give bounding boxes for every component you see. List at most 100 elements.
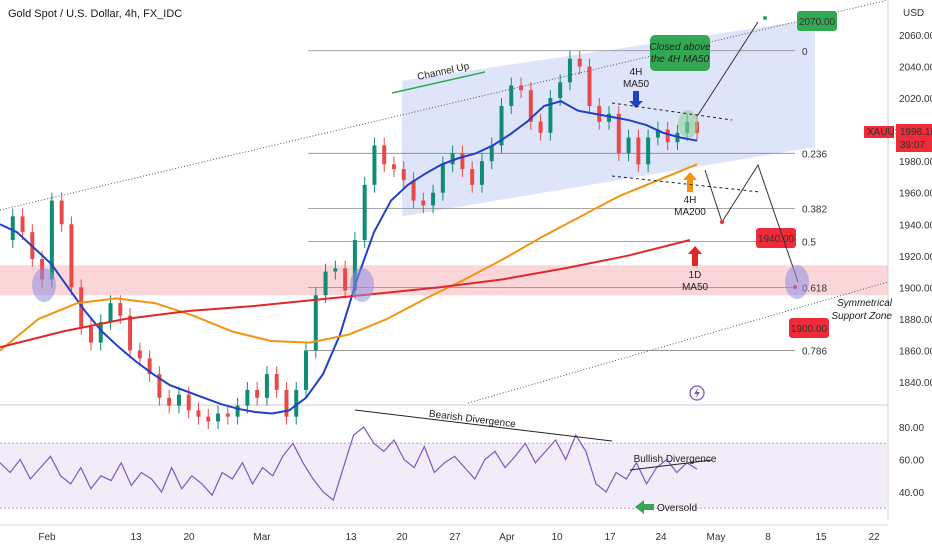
candle-body (304, 350, 309, 390)
candle-body (186, 394, 191, 411)
fib-level-label: 0.5 (802, 238, 816, 249)
bullish-projection-path (697, 21, 759, 116)
rsi-tick-label: 60.00 (899, 456, 924, 467)
candle-body (431, 192, 436, 206)
price-badge (896, 124, 932, 152)
candle-body (528, 90, 533, 122)
fib-level-label: 0.236 (802, 149, 827, 160)
candle-body (470, 169, 475, 185)
candle-body (655, 129, 660, 138)
candle-body (196, 410, 201, 417)
candle-body (274, 374, 279, 390)
candle-body (567, 58, 572, 83)
candle-body (264, 374, 269, 398)
fib-level-label: 0.618 (802, 283, 827, 294)
candle-body (479, 161, 484, 185)
candle-body (20, 216, 25, 233)
time-tick-label: May (707, 532, 726, 543)
rsi-band (0, 443, 888, 509)
price-tick-label: 1840.00 (899, 378, 932, 389)
price-tick-label: 1860.00 (899, 346, 932, 357)
candle-body (69, 224, 74, 288)
candle-body (147, 358, 152, 375)
price-tick-label: 2060.00 (899, 31, 932, 42)
candle-body (157, 374, 162, 398)
candle-body (284, 389, 289, 417)
ma50-4h-arrow (629, 91, 643, 108)
oversold-label: Oversold (657, 503, 697, 514)
candle-body (59, 200, 64, 225)
candle-body (450, 153, 455, 165)
ma200-4h-label-top: 4H (684, 195, 697, 206)
candle-body (333, 268, 338, 272)
triangle-top-line (611, 102, 733, 121)
target-1940-dot (720, 220, 724, 224)
lightning-icon-bolt (694, 388, 700, 398)
support-zone-label-line2: Support Zone (831, 311, 892, 322)
candle-body (665, 129, 670, 143)
triangle-bottom-line (611, 175, 761, 193)
rsi-line (0, 426, 698, 502)
breakout-marker (678, 110, 698, 138)
support-touch-marker (785, 265, 809, 299)
candle-body (98, 322, 103, 343)
time-tick-label: 20 (396, 532, 408, 543)
rsi-tick-label: 80.00 (899, 423, 924, 434)
candle-body (245, 389, 250, 406)
support-zone-band (0, 265, 888, 296)
fib-level-label: 0.786 (802, 346, 827, 357)
candle-body (206, 416, 211, 422)
ma50-1d-label-bottom: MA50 (682, 282, 709, 293)
candle-body (88, 326, 93, 343)
time-tick-label: 13 (130, 532, 142, 543)
candle-body (558, 82, 563, 99)
candle-body (421, 200, 426, 206)
candle-body (538, 121, 543, 133)
time-tick-label: Apr (499, 532, 515, 543)
candle-body (626, 137, 631, 154)
time-tick-label: 10 (551, 532, 563, 543)
support-touch-marker (350, 268, 374, 302)
candle-body (509, 85, 514, 106)
candle-body (313, 295, 318, 351)
ma200-4h-line (0, 163, 698, 352)
candle-body (372, 145, 377, 185)
time-tick-label: 17 (604, 532, 616, 543)
candle-body (391, 164, 396, 170)
candle-body (382, 145, 387, 165)
target-2070-dot (763, 16, 767, 20)
candle-body (216, 413, 221, 422)
closed-above-box (650, 35, 710, 71)
ma200-4h-arrow (683, 172, 697, 192)
ma50-4h-label-bottom: MA50 (623, 79, 650, 90)
candle-body (489, 145, 494, 162)
target-label: 1940.00 (758, 234, 795, 245)
candle-body (294, 389, 299, 417)
ma50-4h-label-top: 4H (630, 67, 643, 78)
target-label: 1900.00 (791, 324, 828, 335)
currency-label: USD (903, 8, 924, 19)
candle-body (587, 66, 592, 106)
candle-body (352, 240, 357, 291)
price-tick-label: 2040.00 (899, 63, 932, 74)
candle-body (401, 169, 406, 181)
candle-body (646, 137, 651, 165)
ma50-1d-label-top: 1D (689, 270, 702, 281)
lightning-icon (689, 385, 705, 401)
candle-body (235, 405, 240, 417)
target-label-box (756, 228, 796, 248)
time-tick-label: Mar (253, 532, 271, 543)
candle-body (460, 153, 465, 170)
time-tick-label: 8 (765, 532, 771, 543)
candle-body (225, 413, 230, 417)
candle-body (577, 58, 582, 67)
target-label-box (789, 318, 829, 338)
symbol-badge-label: XAUUSD (867, 127, 909, 138)
countdown-label: 39:07 (900, 140, 925, 151)
time-tick-label: 15 (815, 532, 827, 543)
support-zone-label-line1: Symmetrical (837, 298, 893, 309)
price-tick-label: 1980.00 (899, 157, 932, 168)
time-tick-label: 24 (655, 532, 667, 543)
bullish-divergence-label: Bullish Divergence (634, 454, 717, 465)
time-tick-label: 20 (183, 532, 195, 543)
